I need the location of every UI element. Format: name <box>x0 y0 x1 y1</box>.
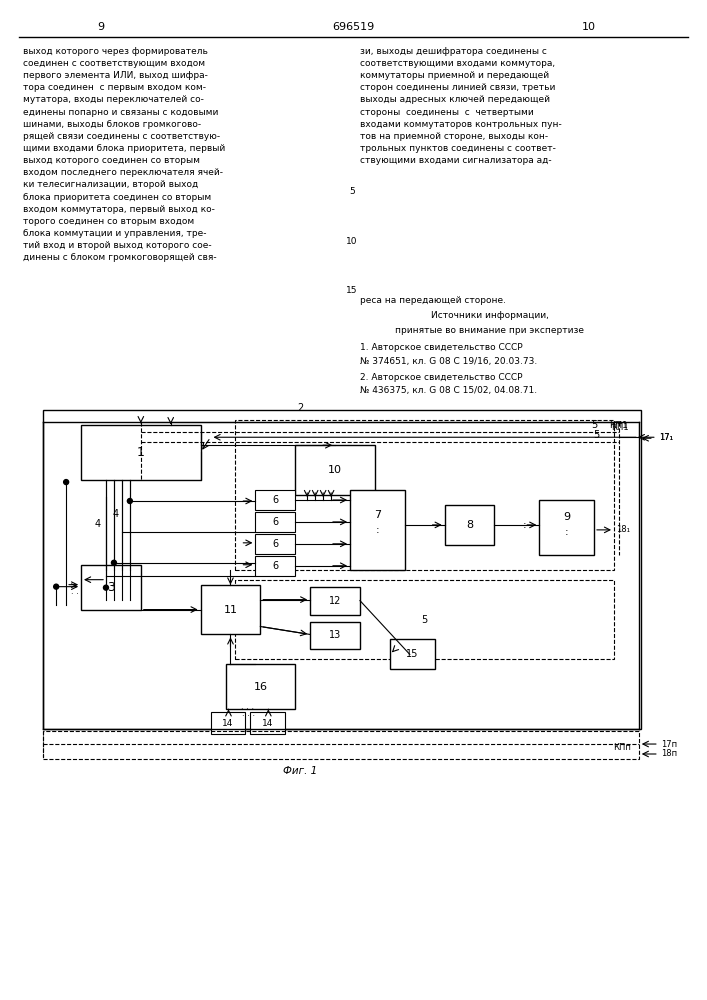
Bar <box>445 505 494 545</box>
Text: 10: 10 <box>582 22 596 32</box>
Text: :: : <box>522 520 526 530</box>
Text: 6: 6 <box>272 495 279 505</box>
Text: 14: 14 <box>262 719 274 728</box>
Bar <box>250 712 285 734</box>
Text: Фиг. 1: Фиг. 1 <box>283 766 317 776</box>
Text: Источники информации,: Источники информации, <box>431 311 549 320</box>
Text: 4: 4 <box>95 519 101 529</box>
Text: 5: 5 <box>421 615 428 625</box>
Text: принятые во внимание при экспертизе: принятые во внимание при экспертизе <box>395 326 584 335</box>
Text: выход которого через формирователь
соединен с соответствующим входом
первого эле: выход которого через формирователь соеди… <box>23 47 226 262</box>
Text: 5: 5 <box>592 430 599 440</box>
Text: 1. Авторское свидетельство СССР: 1. Авторское свидетельство СССР <box>360 343 522 352</box>
Bar <box>211 712 245 734</box>
Bar <box>310 587 360 615</box>
Text: 9: 9 <box>98 22 105 32</box>
Text: 14: 14 <box>222 719 234 728</box>
Text: 13: 13 <box>329 630 341 640</box>
Text: КП1: КП1 <box>611 423 629 432</box>
Text: 17₁: 17₁ <box>659 433 673 442</box>
Text: · ·: · · <box>71 590 79 599</box>
Circle shape <box>127 499 132 503</box>
Text: 4: 4 <box>113 509 119 519</box>
Text: 15: 15 <box>406 649 419 659</box>
Text: № 374651, кл. G 08 С 19/16, 20.03.73.: № 374651, кл. G 08 С 19/16, 20.03.73. <box>360 357 537 366</box>
Circle shape <box>112 560 117 565</box>
Text: 15: 15 <box>346 286 358 295</box>
Bar <box>235 580 614 659</box>
Text: 6: 6 <box>272 517 279 527</box>
Text: · · ·: · · · <box>242 712 255 721</box>
Text: 17п: 17п <box>661 740 677 749</box>
Text: 2: 2 <box>297 403 303 413</box>
Text: 12: 12 <box>329 596 341 606</box>
Bar <box>390 639 435 669</box>
Bar <box>81 425 201 480</box>
Bar <box>235 420 614 570</box>
Text: 11: 11 <box>223 605 238 615</box>
Circle shape <box>64 480 69 485</box>
Bar <box>43 731 639 759</box>
Text: 5: 5 <box>591 420 597 430</box>
Text: № 436375, кл. G 08 С 15/02, 04.08.71.: № 436375, кл. G 08 С 15/02, 04.08.71. <box>360 386 537 395</box>
Text: 18п: 18п <box>661 749 677 758</box>
Text: 5: 5 <box>349 187 355 196</box>
Text: реса на передающей стороне.: реса на передающей стороне. <box>360 296 506 305</box>
Text: :: : <box>375 525 379 535</box>
Text: 8: 8 <box>466 520 473 530</box>
Text: 17₁: 17₁ <box>659 433 673 442</box>
Text: 696519: 696519 <box>332 22 374 32</box>
Text: · · ·: · · · <box>241 705 254 714</box>
Text: 16: 16 <box>253 682 267 692</box>
Text: 2. Авторское свидетельство СССР: 2. Авторское свидетельство СССР <box>360 373 522 382</box>
Bar <box>255 512 296 532</box>
Text: 1: 1 <box>137 446 145 459</box>
Bar <box>255 490 296 510</box>
Text: зи, выходы дешифратора соединены с
соответствующими входами коммутора,
коммутато: зи, выходы дешифратора соединены с соотв… <box>360 47 562 165</box>
Text: 10: 10 <box>328 465 342 475</box>
Bar <box>81 565 141 610</box>
Bar <box>310 622 360 649</box>
Bar <box>226 664 296 709</box>
Bar <box>539 500 594 555</box>
Text: 18₁: 18₁ <box>616 525 630 534</box>
Text: 9: 9 <box>563 512 571 522</box>
Bar <box>350 490 405 570</box>
Bar <box>43 410 641 729</box>
Circle shape <box>103 585 108 590</box>
Text: КП1: КП1 <box>609 421 628 430</box>
Text: 3: 3 <box>107 581 115 594</box>
Text: КПп: КПп <box>613 743 631 752</box>
Bar <box>255 534 296 554</box>
Bar <box>296 445 375 495</box>
Text: :: : <box>565 527 568 537</box>
Text: 6: 6 <box>272 539 279 549</box>
Text: 7: 7 <box>374 510 381 520</box>
Bar <box>255 556 296 576</box>
Text: 6: 6 <box>272 561 279 571</box>
Bar <box>201 585 260 634</box>
Circle shape <box>54 584 59 589</box>
Text: 10: 10 <box>346 237 358 246</box>
